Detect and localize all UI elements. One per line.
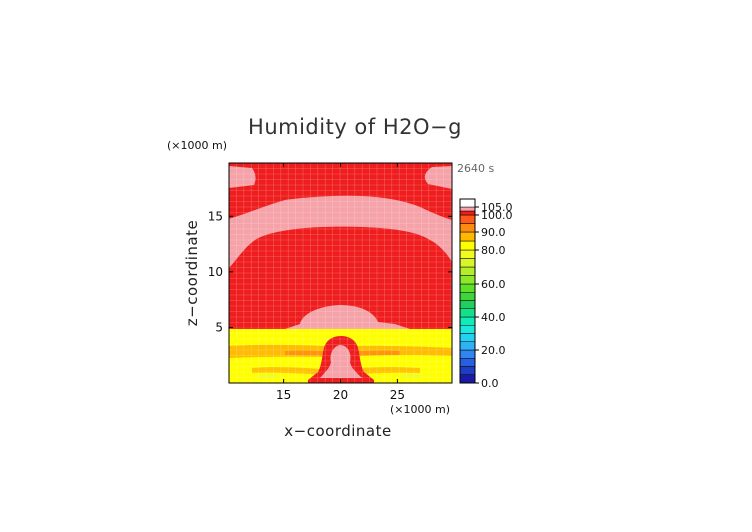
chart-title: Humidity of H2O−g — [248, 115, 462, 139]
field-pink-plume-core — [320, 345, 362, 378]
field-pink-top-left — [229, 166, 256, 188]
colorbar-bin — [459, 292, 476, 301]
colorbar-bin — [459, 366, 476, 375]
colorbar-bin — [459, 214, 476, 224]
colorbar-tick-label: 105.0 — [481, 201, 513, 214]
y-unit-label: (×1000 m) — [167, 139, 227, 152]
gridlines — [229, 163, 452, 383]
colorbar-bin — [459, 358, 476, 367]
colorbar-bin — [459, 198, 476, 208]
colorbar-bin — [459, 266, 476, 276]
plot-area — [229, 163, 452, 383]
colorbar-bin — [459, 223, 476, 233]
colorbar-bin — [459, 349, 476, 359]
field-pink-upper-arch — [229, 195, 452, 268]
field-pink-lower-dome — [285, 305, 410, 329]
y-axis-ticks: 5 10 15 — [208, 209, 452, 334]
colorbar-tick-label: 0.0 — [481, 377, 499, 390]
colorbar-bin — [459, 316, 476, 326]
colorbar-bin — [459, 300, 476, 309]
x-unit-label: (×1000 m) — [390, 403, 450, 416]
x-tick-label: 15 — [276, 388, 291, 402]
colorbar-bin — [459, 249, 476, 259]
field-red-background — [229, 163, 452, 329]
colorbar-bin — [459, 210, 476, 216]
colorbar-bin — [459, 231, 476, 242]
colorbar-bin — [459, 240, 476, 251]
colorbar-bin — [459, 258, 476, 268]
colorbar-bin — [459, 206, 476, 212]
colorbar-bin — [459, 325, 476, 334]
y-tick-label: 5 — [215, 320, 223, 334]
x-tick-label: 25 — [390, 388, 405, 402]
field-yellow-bottom-right — [398, 373, 424, 378]
colorbar-tick-label: 40.0 — [481, 311, 506, 324]
x-axis-ticks: 15 20 25 — [276, 163, 405, 402]
colorbar-bin — [459, 275, 476, 285]
colorbar-tick-label: 20.0 — [481, 344, 506, 357]
colorbar-bin — [459, 283, 476, 293]
colorbar-bin — [459, 333, 476, 342]
x-tick-label: 20 — [333, 388, 348, 402]
y-axis-label: z−coordinate — [183, 220, 201, 326]
colorbar-tick-label: 100.0 — [481, 209, 513, 222]
colorbar-tick-label: 80.0 — [481, 244, 506, 257]
field-pink-top-right — [424, 166, 452, 189]
y-tick-label: 10 — [208, 265, 223, 279]
colorbar-frame — [459, 198, 476, 384]
colorbar-bin — [459, 308, 476, 318]
field-yellow-bottom-left — [256, 373, 282, 378]
colorbar-tick-label: 90.0 — [481, 226, 506, 239]
x-axis-label: x−coordinate — [284, 422, 391, 440]
colorbar-bin — [459, 341, 476, 351]
y-tick-label: 15 — [208, 209, 223, 223]
colorbar-bin — [459, 374, 476, 384]
colorbar-tick-label: 60.0 — [481, 278, 506, 291]
time-label: 2640 s — [457, 162, 494, 175]
